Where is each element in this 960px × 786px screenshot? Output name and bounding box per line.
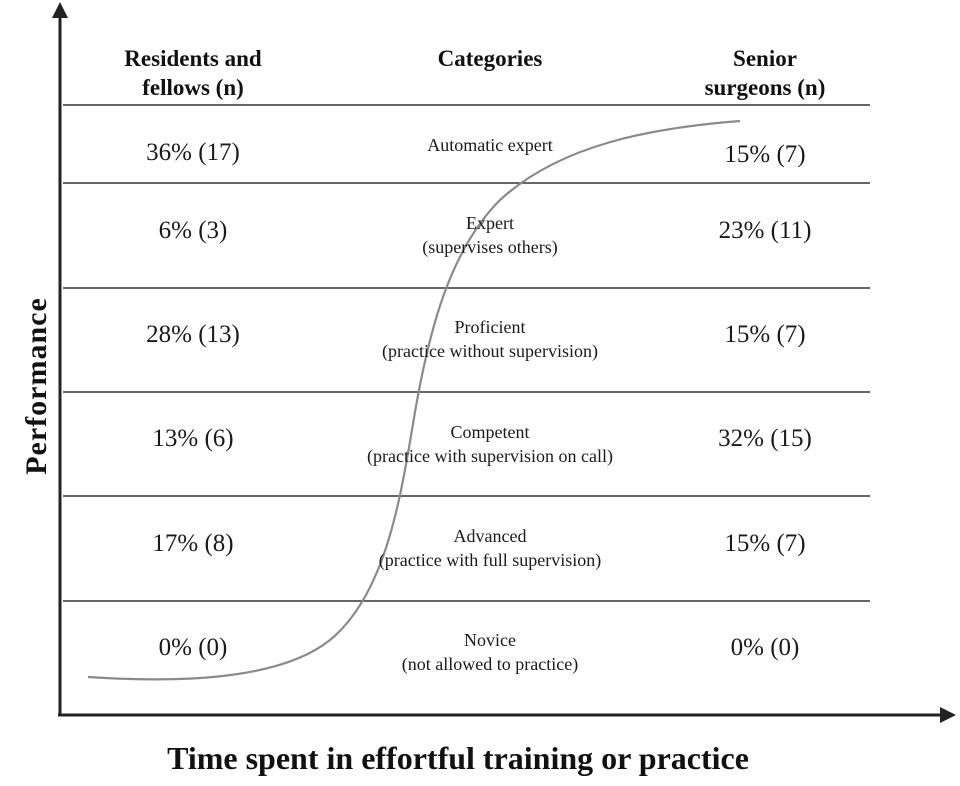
row-proficient-seniors: 15% (7) bbox=[724, 321, 806, 348]
y-axis-arrow-icon bbox=[52, 2, 68, 18]
category-description: (practice with full supervision) bbox=[378, 550, 602, 570]
row-proficient-residents: 28% (13) bbox=[146, 321, 240, 348]
header-seniors-line2: surgeons (n) bbox=[704, 75, 826, 100]
row-proficient-category: Proficient (practice without supervision… bbox=[290, 315, 690, 363]
category-title: Automatic expert bbox=[427, 135, 553, 155]
header-residents: Residents and fellows (n) bbox=[93, 44, 293, 102]
category-title: Expert bbox=[466, 213, 514, 233]
learning-curve bbox=[87, 119, 741, 681]
x-axis-label: Time spent in effortful training or prac… bbox=[167, 740, 749, 776]
category-description: (not allowed to practice) bbox=[401, 654, 579, 674]
header-seniors: Senior surgeons (n) bbox=[665, 44, 865, 102]
category-title: Competent bbox=[450, 422, 530, 442]
row-advanced-residents: 17% (8) bbox=[152, 530, 234, 557]
row-dividers bbox=[63, 104, 870, 602]
row-expert-category: Expert (supervises others) bbox=[290, 211, 690, 259]
row-competent-category: Competent (practice with supervision on … bbox=[290, 420, 690, 468]
header-categories-label: Categories bbox=[437, 46, 543, 71]
row-novice-seniors: 0% (0) bbox=[730, 634, 800, 661]
row-automatic-expert-category: Automatic expert bbox=[290, 133, 690, 157]
x-axis-arrow-icon bbox=[940, 707, 956, 723]
row-automatic-expert-residents: 36% (17) bbox=[146, 139, 240, 166]
header-seniors-line1: Senior bbox=[733, 46, 797, 71]
category-description: (supervises others) bbox=[422, 237, 558, 257]
y-axis-label: Performance bbox=[20, 297, 53, 475]
row-competent-residents: 13% (6) bbox=[152, 425, 234, 452]
category-title: Novice bbox=[464, 630, 516, 650]
category-title: Advanced bbox=[453, 526, 527, 546]
category-description: (practice without supervision) bbox=[382, 341, 598, 361]
row-novice-residents: 0% (0) bbox=[158, 634, 228, 661]
header-categories: Categories bbox=[390, 44, 590, 73]
header-residents-line1: Residents and bbox=[124, 46, 262, 71]
row-expert-seniors: 23% (11) bbox=[718, 217, 812, 244]
row-competent-seniors: 32% (15) bbox=[718, 425, 812, 452]
category-description: (practice with supervision on call) bbox=[367, 446, 613, 466]
row-expert-residents: 6% (3) bbox=[158, 217, 228, 244]
row-novice-category: Novice (not allowed to practice) bbox=[290, 628, 690, 676]
header-residents-line2: fellows (n) bbox=[142, 75, 244, 100]
row-advanced-category: Advanced (practice with full supervision… bbox=[290, 524, 690, 572]
row-automatic-expert-seniors: 15% (7) bbox=[724, 141, 806, 168]
row-advanced-seniors: 15% (7) bbox=[724, 530, 806, 557]
category-title: Proficient bbox=[454, 317, 526, 337]
